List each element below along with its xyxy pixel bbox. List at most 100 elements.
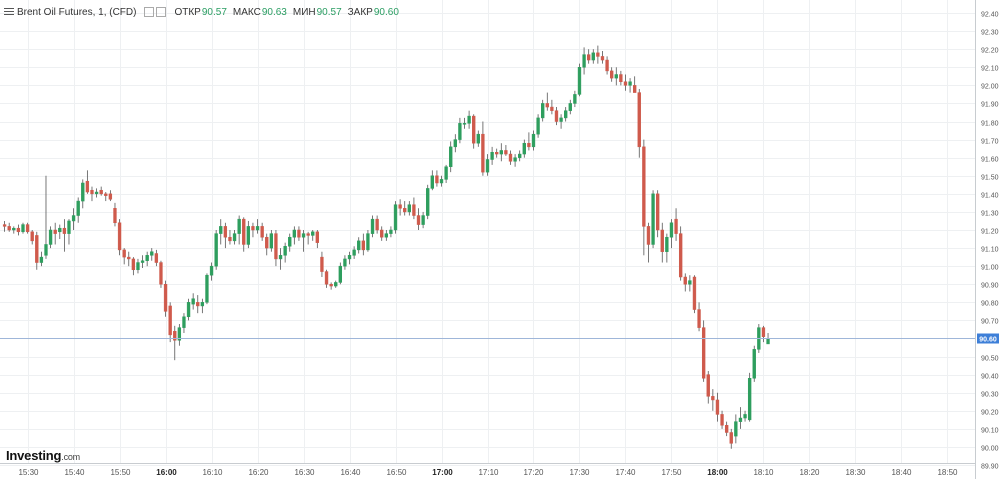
candle-down xyxy=(251,226,255,231)
x-tick-label: 15:40 xyxy=(64,468,85,477)
candle-up xyxy=(278,255,283,260)
candle-down xyxy=(104,193,108,196)
candle-down xyxy=(122,249,126,258)
candle-down xyxy=(320,256,324,272)
candle-up xyxy=(591,52,595,61)
candle-down xyxy=(7,226,11,231)
candle-up xyxy=(214,233,218,267)
candle-up xyxy=(67,220,71,234)
candle-down xyxy=(724,425,729,433)
candle-up xyxy=(200,302,205,307)
candle-up xyxy=(182,316,186,328)
candle-up xyxy=(522,142,526,155)
candle-down xyxy=(361,240,366,251)
x-tick-label: 16:30 xyxy=(294,468,315,477)
x-tick-label: 16:40 xyxy=(340,468,361,477)
high-value: 90.63 xyxy=(261,6,287,18)
candle-up xyxy=(145,255,149,261)
candle-down xyxy=(715,399,720,415)
candle-up xyxy=(559,117,563,122)
y-tick-label: 92.20 xyxy=(981,48,999,55)
candle-down xyxy=(113,208,117,224)
candle-up xyxy=(347,255,352,260)
candle-down xyxy=(729,432,733,444)
settings-icon[interactable] xyxy=(144,7,155,17)
candle-down xyxy=(504,150,508,155)
candle-down xyxy=(398,204,402,209)
candle-up xyxy=(76,200,80,216)
candle-up xyxy=(292,229,297,238)
candle-down xyxy=(550,106,554,111)
open-label: ОТКР xyxy=(174,6,201,18)
y-tick-label: 91.20 xyxy=(981,229,999,236)
candle-down xyxy=(655,193,660,231)
candle-down xyxy=(605,59,609,72)
candle-down xyxy=(306,233,310,236)
candle-up xyxy=(219,226,223,234)
candle-down xyxy=(35,235,39,263)
y-tick-label: 91.30 xyxy=(981,211,999,218)
candle-down xyxy=(25,224,30,233)
candle-down xyxy=(163,283,168,312)
candle-down xyxy=(99,189,103,195)
investing-logo: Investing.com xyxy=(6,448,80,463)
y-tick-label: 90.20 xyxy=(981,410,999,417)
candle-down xyxy=(168,305,172,336)
low-value: 90.57 xyxy=(316,6,342,18)
candle-up xyxy=(614,74,618,79)
x-tick-label: 16:10 xyxy=(202,468,223,477)
y-tick-label: 91.80 xyxy=(981,121,999,128)
candle-up xyxy=(738,417,743,422)
candle-down xyxy=(761,327,766,337)
candle-up xyxy=(499,150,503,155)
y-tick-label: 90.10 xyxy=(981,428,999,435)
candle-up xyxy=(421,215,425,225)
y-tick-label: 90.50 xyxy=(981,356,999,363)
candle-up xyxy=(370,218,375,234)
candle-down xyxy=(481,133,485,173)
candle-down xyxy=(315,231,320,243)
candle-down xyxy=(412,204,416,216)
candle-up xyxy=(338,265,343,283)
candle-up xyxy=(536,117,540,135)
candle-down xyxy=(554,110,559,122)
candle-up xyxy=(462,123,467,125)
low-label: МИН xyxy=(292,6,316,18)
candle-up xyxy=(541,103,545,119)
candle-down xyxy=(127,256,131,260)
x-tick-label: 17:50 xyxy=(661,468,682,477)
candle-down xyxy=(131,258,136,271)
x-tick-label: 18:40 xyxy=(891,468,912,477)
y-tick-label: 91.90 xyxy=(981,102,999,109)
candle-down xyxy=(642,146,646,227)
close-icon[interactable] xyxy=(156,7,167,17)
candle-up xyxy=(94,191,99,195)
candle-up xyxy=(352,249,356,256)
candle-up xyxy=(39,256,44,263)
candle-up xyxy=(513,157,517,162)
y-tick-label: 91.60 xyxy=(981,157,999,164)
candle-down xyxy=(701,327,706,379)
x-tick-label: 18:30 xyxy=(845,468,866,477)
candle-up xyxy=(186,302,191,318)
candle-up xyxy=(311,231,315,236)
candle-down xyxy=(260,226,264,238)
candle-down xyxy=(196,302,200,307)
candle-up xyxy=(577,67,582,95)
candle-down xyxy=(117,222,122,251)
y-tick-label: 90.40 xyxy=(981,374,999,381)
candle-up xyxy=(734,421,738,437)
candle-up xyxy=(665,236,669,252)
candle-up xyxy=(366,233,370,251)
candle-down xyxy=(324,271,329,285)
x-tick-label: 16:00 xyxy=(156,468,177,477)
candle-down xyxy=(416,215,421,225)
candle-down xyxy=(85,180,90,193)
candle-up xyxy=(485,159,490,173)
candle-down xyxy=(375,218,379,231)
menu-icon[interactable] xyxy=(4,8,14,16)
candle-up xyxy=(467,115,471,124)
candle-up xyxy=(651,193,655,245)
